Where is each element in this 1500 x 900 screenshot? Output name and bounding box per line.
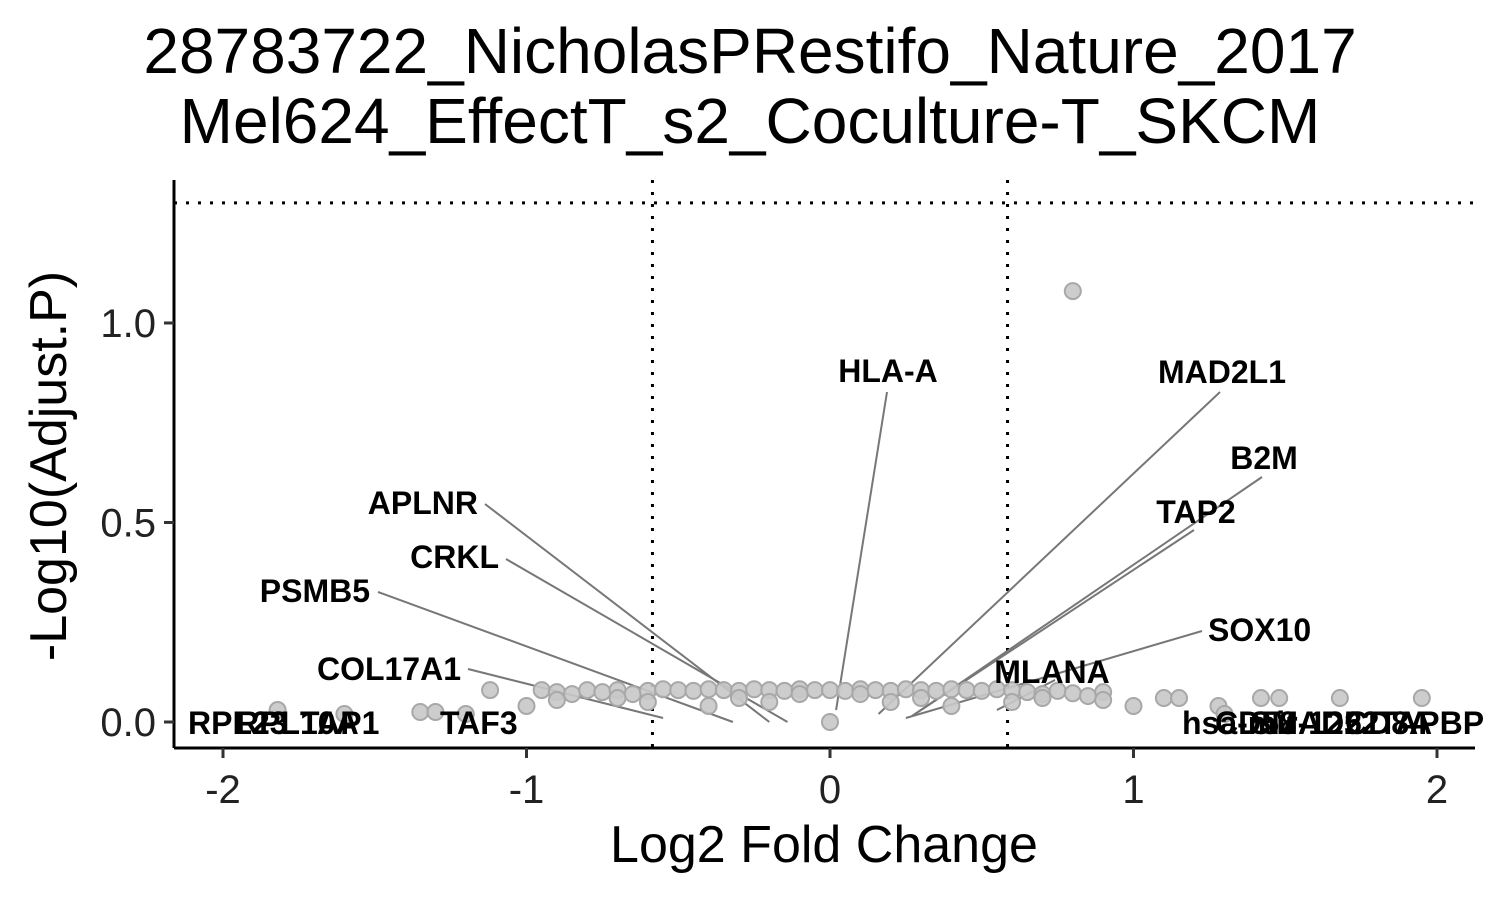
data-point (426, 703, 445, 722)
data-point (942, 680, 961, 699)
gene-label: TAF3 (440, 705, 518, 741)
gene-label: hsa-mir-1252 (1182, 705, 1379, 741)
y-tick-label: 0.0 (100, 701, 156, 745)
data-point (699, 680, 718, 699)
data-point (1330, 689, 1349, 708)
data-point (1412, 689, 1431, 708)
data-point (957, 681, 976, 700)
x-tick-label: 2 (1426, 768, 1448, 812)
gene-label: COL17A1 (317, 651, 461, 687)
data-point (805, 681, 824, 700)
data-point (729, 689, 748, 708)
data-point (593, 683, 612, 702)
data-point (881, 693, 900, 712)
data-point (532, 681, 551, 700)
data-point (1078, 687, 1097, 706)
gene-label: CD58 (1215, 705, 1297, 741)
data-point (517, 697, 536, 716)
data-point (578, 681, 597, 700)
data-point (1003, 693, 1022, 712)
gene-label: PSMB5 (260, 573, 370, 609)
x-tick-label: 0 (819, 768, 841, 812)
x-axis-title: Log2 Fold Change (610, 816, 1038, 874)
gene-label: B2M (1230, 440, 1298, 476)
data-point (775, 681, 794, 700)
label-connector (914, 476, 1263, 715)
axes: -2 -1 0 1 2 0.0 0.5 1.0 (100, 180, 1475, 812)
data-point (608, 689, 627, 708)
data-point (851, 685, 870, 704)
label-connector (877, 391, 1221, 715)
x-tick-label: -1 (509, 768, 545, 812)
data-point (623, 685, 642, 704)
gene-label: CD8A (1345, 705, 1432, 741)
x-tick-label: 1 (1122, 768, 1144, 812)
gene-label: MLANA (994, 654, 1110, 690)
data-point (821, 681, 839, 700)
threshold-lines (174, 180, 1475, 748)
label-connector (835, 391, 888, 711)
gene-label: CRKL (410, 539, 499, 575)
chart-title-line-2: Mel624_EffectT_s2_Coculture-T_SKCM (179, 85, 1321, 157)
data-point (654, 680, 673, 699)
data-point (866, 681, 885, 700)
y-tick-label: 1.0 (100, 302, 156, 346)
data-point (684, 681, 703, 700)
x-tick-label: -2 (205, 768, 241, 812)
data-point (836, 681, 855, 700)
gene-label: TAPBP (1378, 705, 1484, 741)
data-point (638, 693, 657, 712)
data-point (927, 681, 946, 700)
data-point (942, 697, 961, 716)
data-point (912, 689, 931, 708)
data-point (745, 680, 764, 699)
data-point (1033, 689, 1052, 708)
chart-title-line-1: 28783722_NicholasPRestifo_Nature_2017 (143, 15, 1357, 87)
data-point (268, 701, 287, 720)
data-point (972, 681, 991, 700)
y-axis-title: -Log10(Adjust.P) (20, 271, 78, 661)
data-point (1251, 689, 1270, 708)
y-tick-label: 0.5 (100, 502, 156, 546)
data-point (1170, 689, 1189, 708)
gene-label: HLA-A (838, 353, 938, 389)
data-point (1154, 689, 1173, 708)
gene-label: APLNR (368, 485, 478, 521)
data-point (563, 685, 582, 704)
label-connector (377, 591, 734, 723)
data-point (821, 713, 839, 731)
data-point (456, 705, 475, 724)
data-point (1215, 705, 1234, 724)
data-point (411, 703, 430, 722)
data-point (669, 681, 688, 700)
gene-label: RPL10A (236, 705, 359, 741)
gene-labels: HLA-A MAD2L1 B2M TAP2 SOX10 MLANA APLNR CRKL PSM… (188, 353, 1484, 741)
data-points (268, 282, 1431, 731)
data-point (335, 705, 354, 724)
data-point (699, 697, 718, 716)
gene-label: SMAD2 (1250, 705, 1362, 741)
data-point (1124, 697, 1143, 716)
data-point (896, 680, 915, 699)
data-point (714, 681, 733, 700)
gene-label: RPL23 (188, 705, 288, 741)
gene-label: SOX10 (1208, 612, 1311, 648)
gene-label: MAD2L1 (1158, 354, 1286, 390)
label-connectors (377, 391, 1263, 723)
data-point (790, 685, 809, 704)
gene-label: TAP2 (1156, 494, 1235, 530)
data-point (481, 681, 500, 700)
data-point (760, 693, 779, 712)
data-point (1094, 691, 1113, 710)
data-point (1063, 282, 1082, 301)
data-point (547, 691, 566, 710)
data-point (1270, 689, 1289, 708)
gene-label: TAP1 (300, 705, 379, 741)
